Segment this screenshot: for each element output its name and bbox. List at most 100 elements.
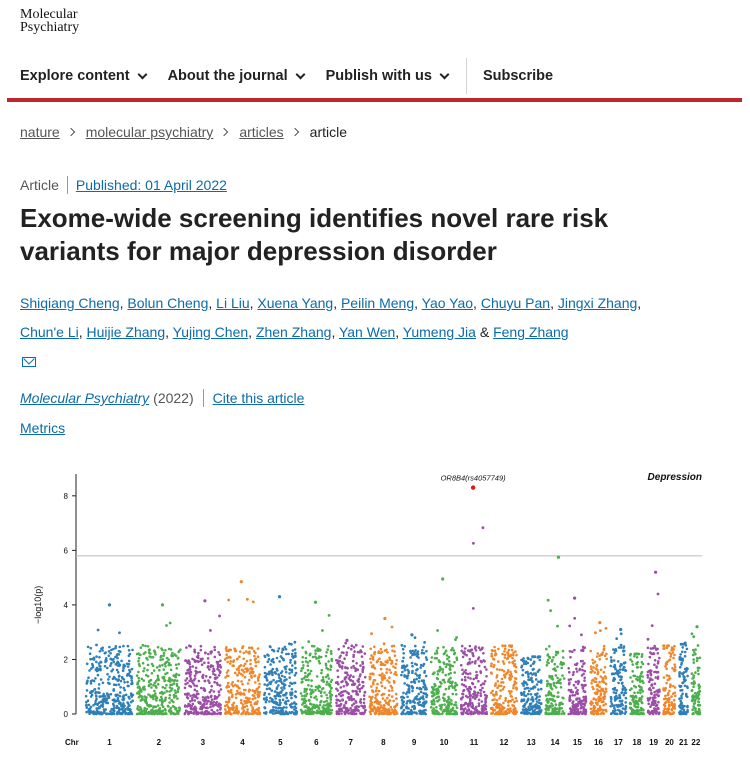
author-link[interactable]: Huijie Zhang bbox=[86, 324, 166, 340]
snp-point bbox=[691, 677, 694, 680]
snp-point bbox=[136, 681, 140, 684]
snp-point bbox=[451, 664, 455, 668]
author-link[interactable]: Zhen Zhang bbox=[255, 324, 332, 340]
snp-point bbox=[217, 674, 221, 677]
snp-point bbox=[430, 686, 434, 689]
snp-point bbox=[559, 701, 563, 705]
author-link[interactable]: Yumeng Jia bbox=[402, 324, 476, 340]
author-link[interactable]: Feng Zhang bbox=[493, 324, 569, 340]
snp-point bbox=[424, 692, 428, 695]
snp-point bbox=[107, 712, 111, 716]
snp-point bbox=[581, 699, 584, 703]
snp-point bbox=[668, 698, 671, 701]
snp-point bbox=[143, 695, 146, 698]
snp-point bbox=[335, 704, 339, 707]
cite-article-link[interactable]: Cite this article bbox=[212, 390, 305, 406]
snp-point bbox=[392, 712, 396, 716]
snp-point bbox=[590, 682, 593, 685]
snp-point bbox=[600, 700, 603, 704]
snp-point bbox=[288, 676, 292, 679]
author-link[interactable]: Shiqiang Cheng bbox=[20, 295, 120, 311]
snp-point bbox=[285, 711, 288, 714]
snp-point bbox=[646, 697, 650, 700]
snp-point bbox=[216, 709, 219, 712]
snp-point bbox=[98, 650, 102, 653]
author-link[interactable]: Yujing Chen bbox=[172, 324, 249, 340]
author-list: Shiqiang Cheng, Bolun Cheng, Li Liu, Xue… bbox=[20, 289, 645, 376]
snp-point bbox=[602, 670, 606, 674]
snp-point bbox=[595, 712, 599, 716]
journal-logo[interactable]: Molecular Psychiatry bbox=[20, 8, 79, 35]
author-link[interactable]: Peilin Meng bbox=[340, 295, 415, 311]
snp-point bbox=[522, 680, 526, 683]
snp-point bbox=[324, 654, 328, 658]
author-link[interactable]: Jingxi Zhang bbox=[557, 295, 638, 311]
snp-point bbox=[185, 696, 189, 699]
snp-point bbox=[275, 667, 278, 671]
snp-point bbox=[307, 684, 310, 687]
metrics-link[interactable]: Metrics bbox=[20, 420, 66, 436]
snp-point bbox=[388, 658, 392, 661]
snp-point bbox=[227, 598, 231, 602]
snp-point bbox=[219, 659, 222, 663]
snp-point bbox=[602, 704, 605, 707]
snp-point bbox=[494, 652, 497, 655]
snp-point bbox=[599, 668, 603, 672]
snp-point bbox=[105, 712, 109, 716]
snp-point bbox=[520, 693, 523, 696]
author-link[interactable]: Li Liu bbox=[216, 295, 250, 311]
snp-point bbox=[696, 710, 699, 714]
snp-point bbox=[127, 662, 131, 666]
snp-point bbox=[451, 706, 455, 710]
snp-point bbox=[346, 696, 350, 699]
snp-point bbox=[686, 708, 689, 712]
author-link[interactable]: Xuena Yang bbox=[257, 295, 334, 311]
snp-point bbox=[338, 663, 341, 666]
journal-divider bbox=[202, 389, 204, 407]
breadcrumb-nature[interactable]: nature bbox=[20, 124, 60, 140]
journal-name-link[interactable]: Molecular Psychiatry bbox=[20, 390, 150, 406]
snp-point bbox=[121, 710, 125, 714]
author-link[interactable]: Yan Wen bbox=[338, 324, 396, 340]
snp-point bbox=[473, 662, 477, 665]
snp-point bbox=[384, 701, 388, 704]
snp-point bbox=[662, 688, 665, 692]
snp-point bbox=[197, 692, 200, 696]
nav-about-journal[interactable]: About the journal bbox=[168, 68, 306, 84]
snp-point bbox=[442, 699, 446, 702]
snp-point bbox=[461, 693, 465, 696]
snp-point bbox=[647, 662, 650, 666]
snp-point bbox=[495, 690, 498, 694]
snp-point bbox=[88, 652, 92, 655]
nav-explore-label: Explore content bbox=[20, 68, 130, 84]
snp-point bbox=[156, 704, 160, 707]
snp-point bbox=[381, 697, 385, 700]
breadcrumb-molecular-psychiatry[interactable]: molecular psychiatry bbox=[85, 124, 214, 140]
snp-point bbox=[491, 711, 495, 714]
snp-point bbox=[294, 709, 298, 713]
snp-point bbox=[350, 644, 354, 648]
nav-explore-content[interactable]: Explore content bbox=[20, 68, 148, 84]
chromosome-tick-label: 14 bbox=[551, 738, 560, 747]
snp-point bbox=[549, 712, 553, 715]
author-link[interactable]: Bolun Cheng bbox=[127, 295, 209, 311]
nav-subscribe[interactable]: Subscribe bbox=[482, 68, 554, 84]
snp-point bbox=[601, 680, 604, 683]
snp-point bbox=[479, 683, 483, 687]
published-date-link[interactable]: Published: 01 April 2022 bbox=[75, 177, 227, 193]
breadcrumb-articles[interactable]: articles bbox=[239, 124, 284, 140]
snp-point bbox=[188, 675, 192, 678]
snp-point bbox=[421, 704, 424, 708]
nav-publish[interactable]: Publish with us bbox=[326, 68, 450, 84]
snp-point bbox=[538, 698, 541, 702]
snp-point bbox=[266, 660, 270, 663]
author-link[interactable]: Yao Yao bbox=[421, 295, 474, 311]
author-link[interactable]: Chuyu Pan bbox=[480, 295, 551, 311]
email-icon[interactable] bbox=[22, 357, 36, 368]
snp-point bbox=[442, 678, 446, 682]
snp-point bbox=[326, 668, 330, 671]
snp-point bbox=[278, 660, 281, 663]
snp-point bbox=[106, 672, 109, 676]
snp-point bbox=[527, 672, 530, 676]
author-link[interactable]: Chun'e Li bbox=[20, 324, 79, 340]
